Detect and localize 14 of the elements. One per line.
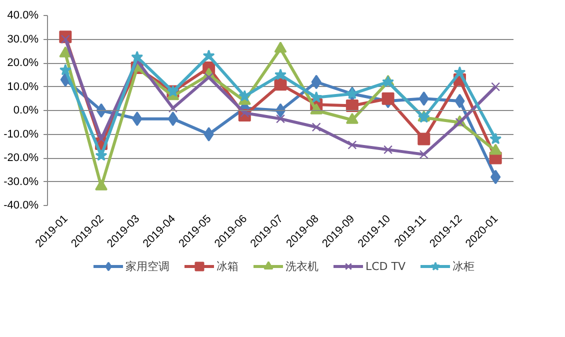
y-tick-label: 10.0%: [7, 80, 39, 93]
y-tick-label: -20.0%: [4, 152, 39, 164]
y-tick-label: 0.0%: [13, 104, 39, 116]
legend-label: 洗衣机: [285, 258, 318, 274]
legend-label: LCD TV: [365, 260, 406, 272]
legend-label: 冰柜: [452, 258, 475, 274]
y-tick-label: 40.0%: [7, 10, 39, 22]
legend-label: 家用空调: [125, 258, 170, 274]
y-tick-label: 20.0%: [7, 57, 39, 69]
legend-label: 冰箱: [216, 258, 238, 274]
y-tick-label: -10.0%: [4, 128, 39, 140]
y-tick-label: 30.0%: [7, 33, 39, 46]
y-tick-label: -40.0%: [4, 200, 39, 212]
y-tick-label: -30.0%: [4, 176, 39, 188]
